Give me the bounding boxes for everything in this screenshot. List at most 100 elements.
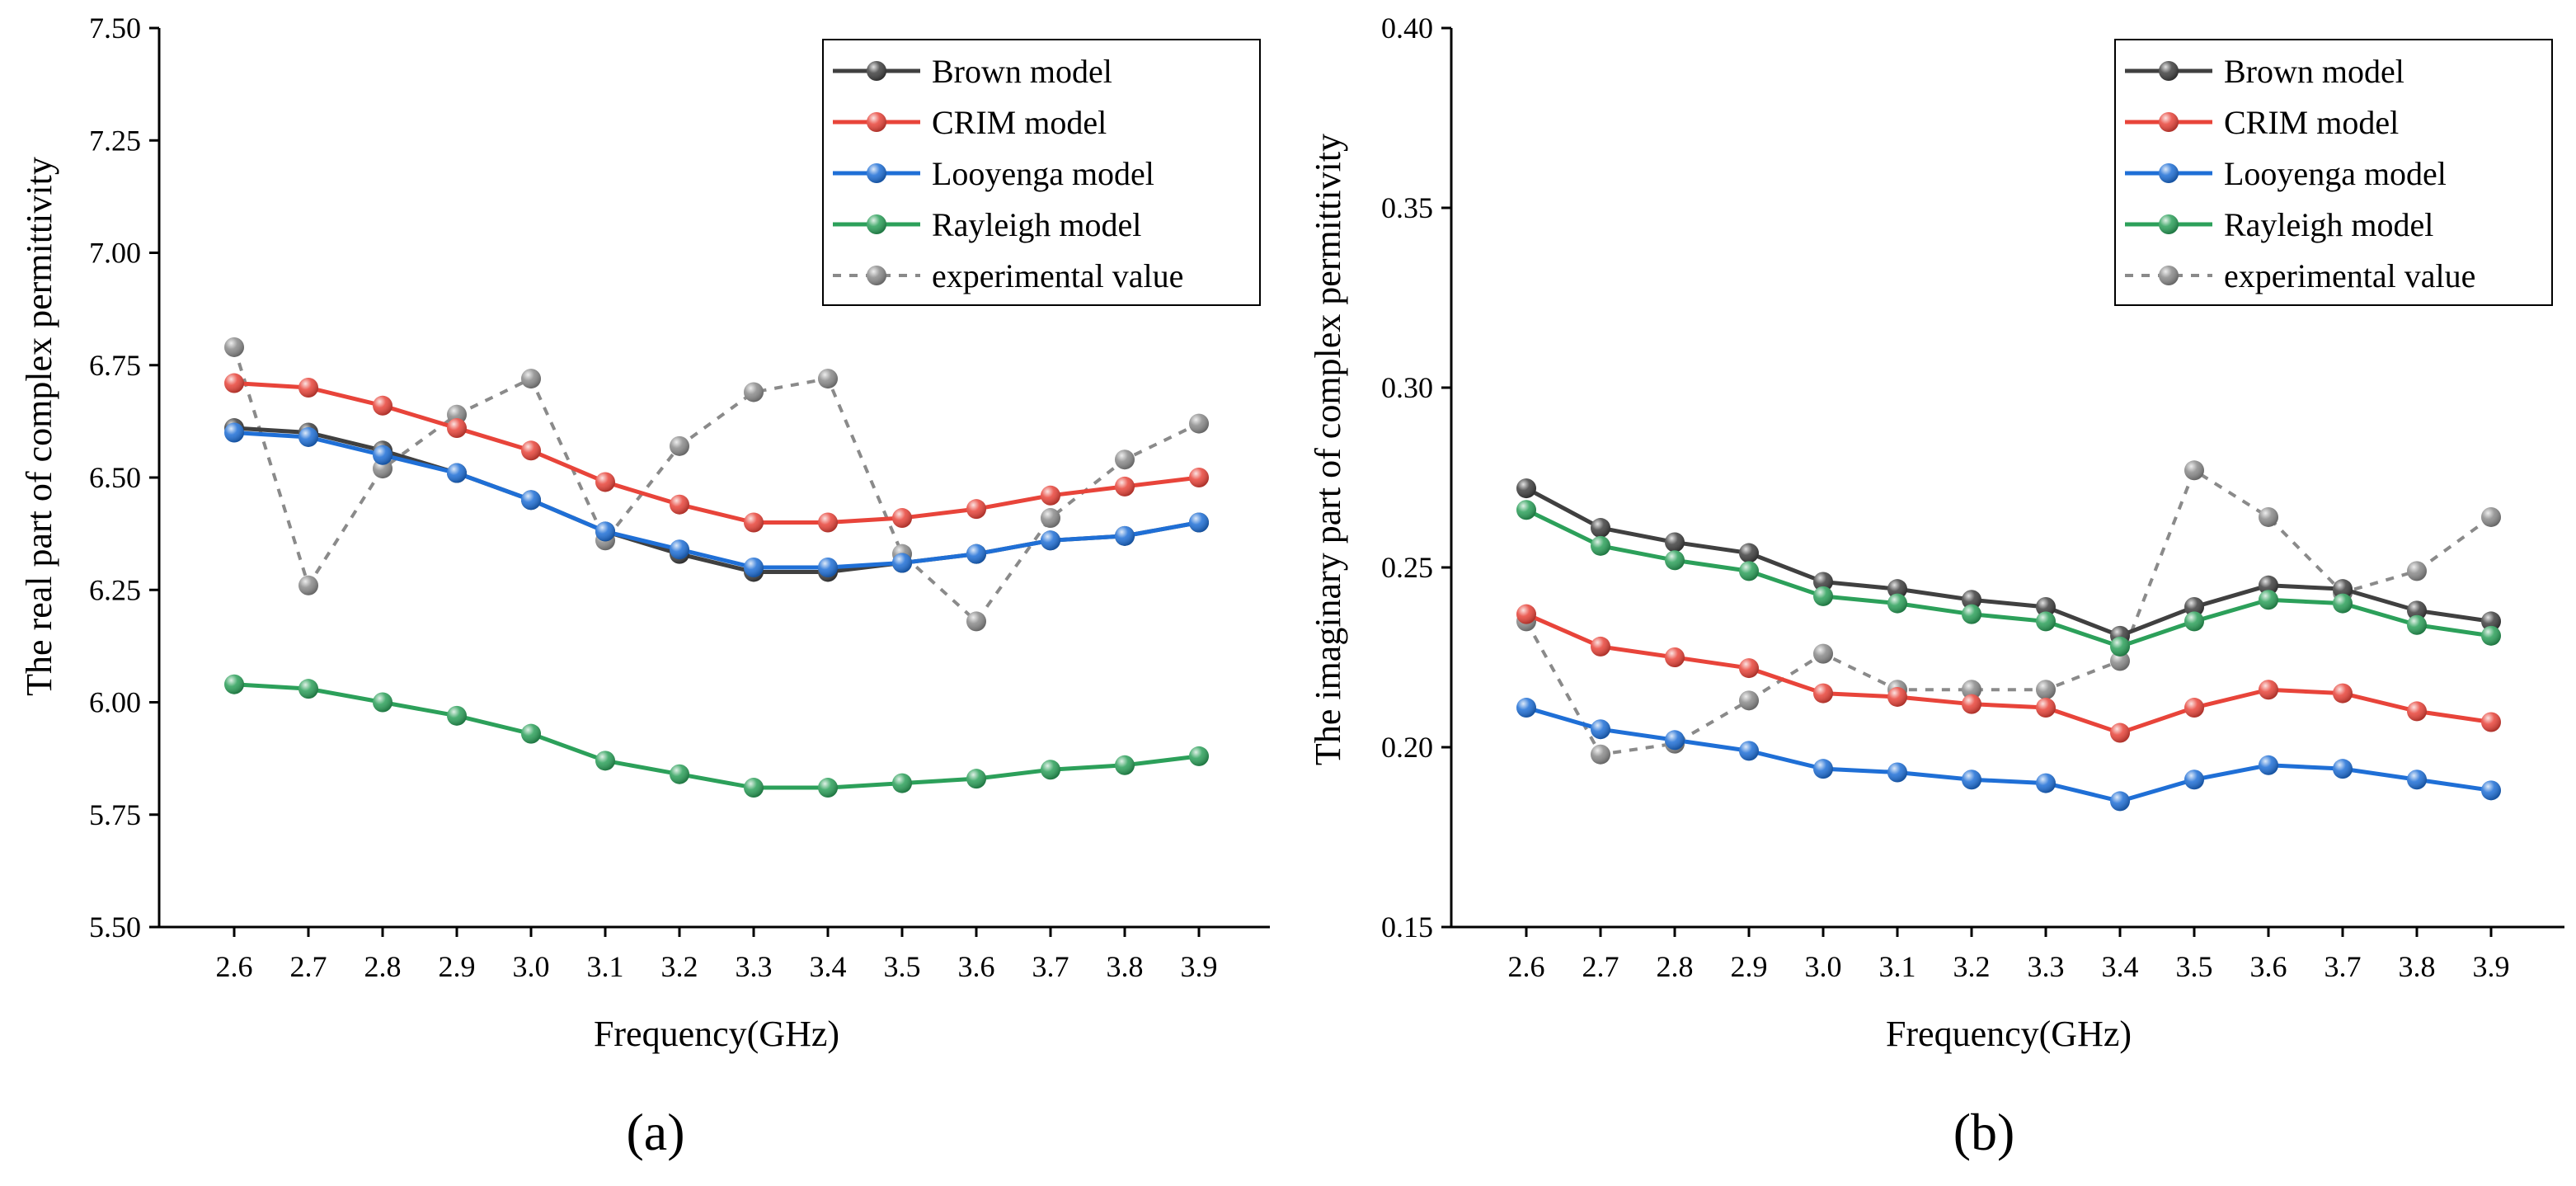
data-point-shine	[1739, 741, 1759, 761]
data-point-shine	[1189, 413, 1209, 434]
data-point-shine	[2333, 683, 2353, 704]
legend-label: Looyenga model	[932, 155, 1154, 192]
data-point-shine	[1041, 485, 1060, 506]
data-point-shine	[2036, 698, 2056, 718]
data-point-shine	[2036, 680, 2056, 700]
legend-swatch-shine	[2159, 214, 2179, 234]
data-point-shine	[744, 382, 764, 402]
y-tick-label: 6.75	[89, 349, 141, 382]
data-point-shine	[1813, 683, 1833, 704]
data-point-shine	[2333, 579, 2353, 600]
data-point-shine	[966, 769, 986, 789]
y-tick-label: 0.20	[1381, 731, 1433, 764]
data-point-shine	[1813, 759, 1833, 779]
data-point-shine	[1591, 535, 1610, 556]
data-point-shine	[2407, 614, 2427, 635]
data-point-shine	[1189, 746, 1209, 766]
data-point-shine	[818, 778, 838, 798]
legend-label: Looyenga model	[2224, 155, 2447, 192]
x-tick-label: 3.3	[736, 950, 773, 983]
data-point-shine	[1041, 760, 1060, 780]
x-tick-label: 3.7	[1032, 950, 1069, 983]
data-point-shine	[2333, 593, 2353, 614]
x-tick-label: 3.1	[587, 950, 624, 983]
x-tick-label: 2.6	[1508, 950, 1545, 983]
series-line-rayleigh-model	[233, 682, 1200, 790]
data-point-shine	[1591, 636, 1610, 657]
x-tick-label: 3.4	[810, 950, 847, 983]
panel-label-a: (a)	[626, 1103, 684, 1161]
data-point-shine	[966, 544, 986, 564]
y-tick-label: 0.15	[1381, 911, 1433, 944]
data-point-shine	[892, 508, 912, 529]
data-point-shine	[670, 764, 689, 784]
data-point-shine	[2259, 755, 2278, 775]
data-point-shine	[2036, 611, 2056, 632]
data-point-shine	[1887, 762, 1907, 783]
series-line-crim-model	[1525, 612, 2492, 736]
data-point-shine	[818, 369, 838, 389]
y-tick-label: 5.50	[89, 911, 141, 944]
legend-swatch-shine	[2159, 112, 2179, 132]
series-line-looyenga-model	[233, 431, 1200, 570]
x-tick-label: 3.0	[1805, 950, 1842, 983]
x-tick-label: 3.2	[661, 950, 698, 983]
data-point-shine	[1887, 593, 1907, 614]
legend-label: Rayleigh model	[932, 206, 1141, 243]
data-point-shine	[1041, 530, 1060, 551]
x-tick-label: 3.2	[1953, 950, 1991, 983]
data-point-shine	[2259, 506, 2278, 527]
x-tick-label: 3.8	[1107, 950, 1144, 983]
y-tick-label: 6.50	[89, 461, 141, 494]
y-axis-label: The imaginary part of complex permittivi…	[1308, 134, 1348, 765]
data-point-shine	[966, 499, 986, 520]
series-line-looyenga-model	[1525, 705, 2492, 803]
legend-swatch-shine	[867, 112, 886, 132]
data-point-shine	[298, 679, 318, 699]
data-point-shine	[818, 558, 838, 577]
data-point-shine	[670, 539, 689, 560]
legend: Brown model CRIM model Looyenga model Rayle…	[822, 39, 1261, 306]
x-tick-label: 3.6	[958, 950, 995, 983]
x-tick-label: 3.9	[2473, 950, 2510, 983]
x-tick-label: 2.8	[1657, 950, 1694, 983]
legend-label: Brown model	[932, 53, 1112, 90]
data-point-shine	[2036, 773, 2056, 793]
data-point-shine	[2184, 596, 2204, 617]
data-point-shine	[2333, 759, 2353, 779]
x-tick-label: 2.7	[290, 950, 327, 983]
data-point-shine	[818, 512, 838, 533]
legend-swatch-shine	[2159, 163, 2179, 183]
data-point-shine	[595, 521, 615, 542]
data-point-shine	[298, 378, 318, 398]
data-point-shine	[1516, 698, 1536, 718]
data-point-shine	[224, 674, 244, 694]
data-point-shine	[373, 445, 393, 465]
series-line-brown-model	[1525, 486, 2492, 638]
x-tick-label: 3.0	[513, 950, 550, 983]
x-axis-label: Frequency(GHz)	[1886, 1014, 2132, 1054]
x-tick-label: 2.8	[364, 950, 402, 983]
data-point-shine	[1962, 680, 1981, 700]
x-tick-label: 3.4	[2102, 950, 2139, 983]
data-point-shine	[1665, 550, 1685, 571]
data-point-shine	[1739, 561, 1759, 581]
data-point-shine	[373, 692, 393, 713]
data-point-shine	[521, 723, 541, 744]
x-tick-label: 2.7	[1582, 950, 1619, 983]
legend-swatch-shine	[867, 214, 886, 234]
y-tick-label: 0.25	[1381, 551, 1433, 584]
data-point-shine	[1887, 686, 1907, 707]
data-point-shine	[2184, 460, 2204, 481]
data-point-shine	[1115, 476, 1135, 497]
data-point-shine	[2259, 575, 2278, 595]
data-point-shine	[1115, 449, 1135, 470]
y-tick-label: 0.30	[1381, 371, 1433, 404]
y-tick-label: 7.00	[89, 237, 141, 270]
legend-swatch-shine	[2159, 61, 2179, 81]
data-point-shine	[521, 490, 541, 511]
data-point-shine	[1115, 525, 1135, 546]
data-point-shine	[2407, 561, 2427, 581]
series-line-experimental-value	[233, 346, 1200, 624]
